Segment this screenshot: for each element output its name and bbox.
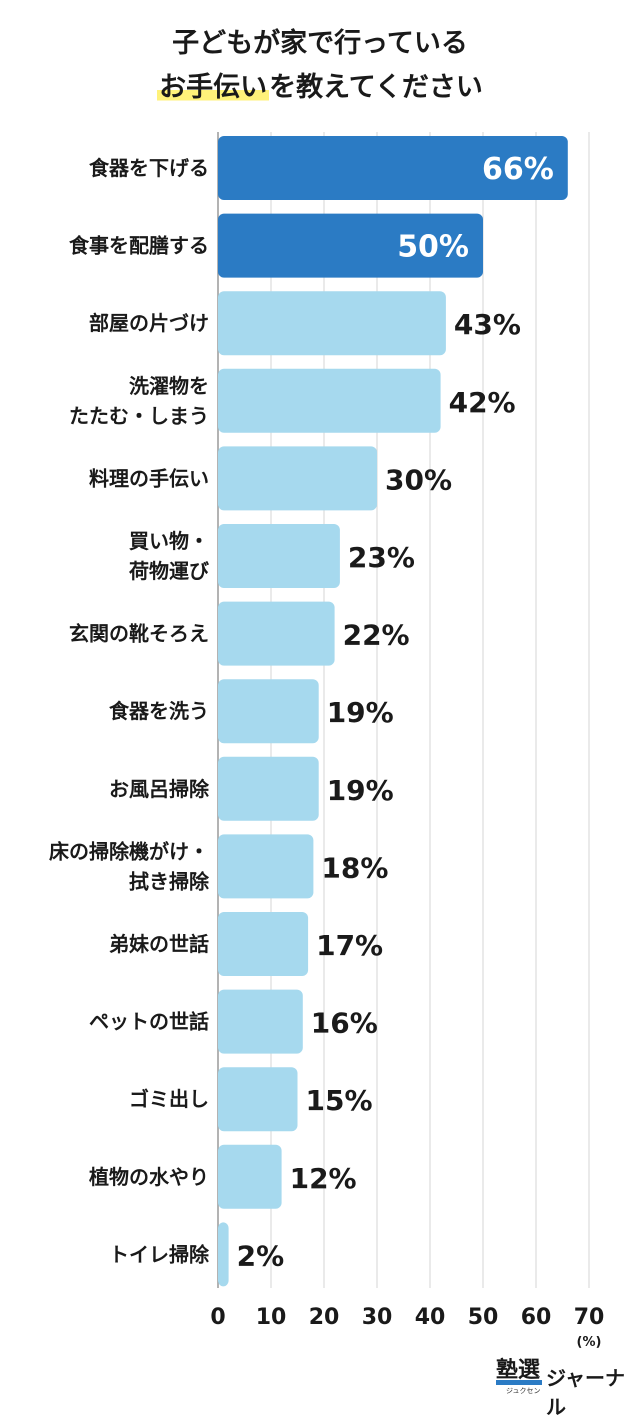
bar-value-label: 23% <box>348 541 415 574</box>
bar <box>218 368 441 433</box>
category-label: トイレ掃除 <box>109 1242 210 1266</box>
chart-title: 子どもが家で行っている お手伝いを教えてください <box>0 22 640 110</box>
bar-value-label: 19% <box>327 774 394 807</box>
category-label: 料理の手伝い <box>89 466 209 490</box>
x-unit-label: (%) <box>577 1335 602 1350</box>
bar <box>218 291 446 356</box>
x-tick-label: 50 <box>468 1305 499 1330</box>
category-label: 植物の水やり <box>89 1165 209 1189</box>
bar <box>218 213 483 278</box>
bar-value-label: 17% <box>316 929 383 962</box>
category-label: 部屋の片づけ <box>89 311 209 335</box>
title-highlight-text: お手伝い <box>157 72 270 103</box>
x-tick-label: 70 <box>574 1305 605 1330</box>
category-label: 食器を洗う <box>109 699 209 723</box>
bar-value-label: 42% <box>449 386 516 419</box>
x-tick-label: 40 <box>415 1305 446 1330</box>
x-tick-label: 20 <box>309 1305 340 1330</box>
category-label: 食器を下げる <box>89 156 209 180</box>
bar <box>218 136 568 200</box>
brand-kana: ジュクセン <box>506 1387 541 1395</box>
category-label: 拭き掃除 <box>129 869 210 893</box>
x-tick-label: 0 <box>210 1305 225 1330</box>
bar-value-label: 19% <box>327 696 394 729</box>
bar <box>218 524 340 588</box>
category-label: 洗濯物を <box>129 374 209 398</box>
category-label: ゴミ出し <box>129 1087 209 1111</box>
brand-logo: 塾選 ジュクセン ジャーナル <box>494 1352 634 1419</box>
bar <box>218 989 303 1054</box>
bar-value-label: 16% <box>311 1007 378 1040</box>
bar <box>218 1222 229 1287</box>
bar-value-label: 66% <box>482 152 554 187</box>
bar <box>218 834 314 899</box>
brand-name: ジャーナル <box>546 1366 625 1419</box>
bar-value-label: 50% <box>397 230 469 265</box>
bar-value-label: 12% <box>290 1162 357 1195</box>
bar <box>218 1067 298 1132</box>
category-label: 玄関の靴そろえ <box>69 622 209 646</box>
bar <box>218 601 335 666</box>
title-line-2: お手伝いを教えてください <box>0 66 640 110</box>
category-label: 買い物・ <box>129 529 209 553</box>
bar-value-label: 22% <box>343 619 410 652</box>
brand-kanji: 塾選 <box>496 1357 541 1383</box>
category-label: 床の掃除機がけ・ <box>49 839 209 863</box>
category-label: 食事を配膳する <box>69 234 209 258</box>
bar-value-label: 30% <box>385 463 452 496</box>
bar <box>218 679 319 744</box>
category-label: ペットの世話 <box>89 1010 209 1034</box>
bar <box>218 756 319 821</box>
bar-value-label: 2% <box>237 1239 285 1272</box>
title-rest-text: を教えてください <box>269 72 483 103</box>
category-label: 弟妹の世話 <box>109 932 209 956</box>
bar <box>218 1144 282 1209</box>
category-label: お風呂掃除 <box>109 777 210 801</box>
title-line-1: 子どもが家で行っている <box>172 28 468 59</box>
bar-value-label: 43% <box>454 308 521 341</box>
bar <box>218 446 377 511</box>
x-tick-label: 10 <box>256 1305 287 1330</box>
category-label: 荷物運び <box>129 559 210 583</box>
x-tick-label: 60 <box>521 1305 552 1330</box>
brand-underline <box>496 1380 542 1385</box>
bar-value-label: 15% <box>306 1084 373 1117</box>
bar-value-label: 18% <box>321 851 388 884</box>
bar <box>218 912 309 976</box>
category-label: たたむ・しまう <box>69 404 209 428</box>
x-tick-label: 30 <box>362 1305 393 1330</box>
